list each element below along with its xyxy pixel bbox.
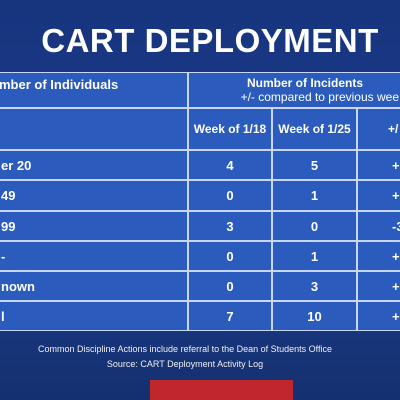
- subheader-cell: [0, 108, 188, 150]
- value-cell: +: [357, 180, 400, 211]
- value-cell: 0: [188, 271, 272, 301]
- row-label: 99: [0, 211, 188, 241]
- value-cell: 4: [188, 150, 272, 180]
- value-cell: +: [357, 241, 400, 271]
- value-cell: 5: [272, 150, 357, 180]
- value-cell: +: [357, 301, 400, 331]
- value-cell: +: [357, 150, 400, 180]
- row-label: -: [0, 241, 188, 271]
- value-cell: +: [357, 271, 400, 301]
- value-cell: 3: [272, 271, 357, 301]
- red-bar: [150, 380, 293, 400]
- slide-title: CART DEPLOYMENT: [41, 22, 379, 59]
- row-label: l: [0, 301, 188, 331]
- header-incidents: Number of Incidents: [246, 76, 363, 90]
- value-cell: 1: [272, 241, 357, 271]
- row-label: nown: [0, 271, 188, 301]
- row-label: er 20: [0, 150, 188, 180]
- value-cell: 0: [188, 241, 272, 271]
- subheader-cell: +/: [357, 108, 400, 150]
- header-right: Number of Incidents +/- compared to previ…: [188, 72, 400, 108]
- value-cell: -3: [357, 211, 400, 241]
- value-cell: 3: [188, 211, 272, 241]
- header-left: mber of Individuals: [0, 72, 188, 108]
- value-cell: 10: [272, 301, 357, 331]
- footer-note: Common Discipline Actions include referr…: [38, 344, 332, 354]
- subheader-cell: Week of 1/18: [188, 108, 272, 150]
- row-label: 49: [0, 180, 188, 211]
- value-cell: 0: [272, 211, 357, 241]
- subheader-cell: Week of 1/25: [272, 108, 357, 150]
- value-cell: 0: [188, 180, 272, 211]
- header-compare: +/- compared to previous wee: [240, 90, 399, 104]
- value-cell: 7: [188, 301, 272, 331]
- value-cell: 1: [272, 180, 357, 211]
- footer-source: Source: CART Deployment Activity Log: [106, 359, 264, 369]
